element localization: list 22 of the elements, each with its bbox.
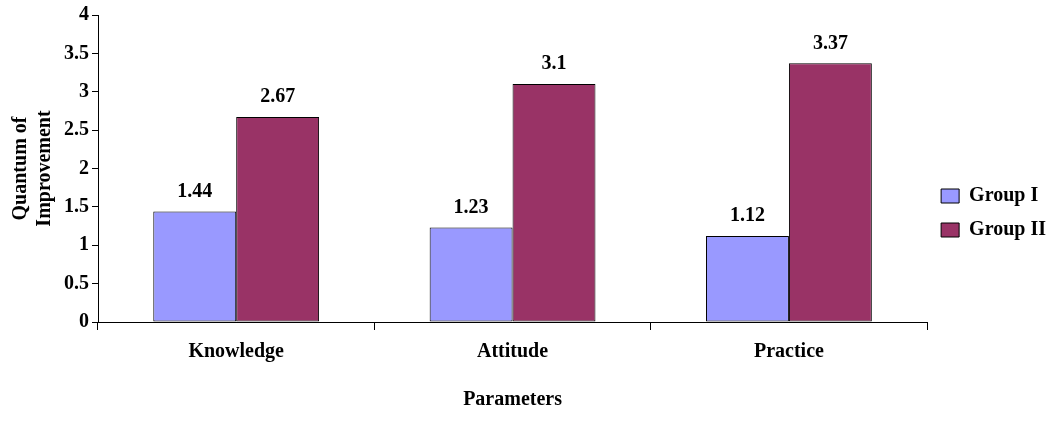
- y-tick-label: 3: [79, 78, 89, 101]
- y-tick-label: 0.5: [64, 270, 89, 293]
- x-tick-label: Knowledge: [188, 339, 285, 363]
- y-tick-label: 4: [79, 2, 89, 25]
- data-label: 2.67: [260, 84, 296, 107]
- y-tick-label: 1: [79, 232, 89, 255]
- y-tick-label: 1.5: [64, 194, 89, 217]
- data-label: 1.23: [453, 194, 489, 217]
- y-tick-label: 0: [79, 309, 89, 332]
- data-label: 1.12: [729, 203, 765, 226]
- data-label: 3.1: [541, 51, 567, 74]
- y-tick-label: 2: [79, 155, 89, 178]
- x-tick-label: Attitude: [477, 339, 549, 362]
- y-axis-title: Quantum of Improvement: [8, 110, 56, 227]
- legend-label: Group I: [969, 183, 1039, 207]
- data-label: 3.37: [812, 30, 848, 53]
- y-tick-label: 2.5: [64, 117, 89, 140]
- legend-label: Group II: [969, 217, 1047, 241]
- y-tick-label: 3.5: [64, 40, 89, 63]
- x-tick-label: Practice: [753, 339, 825, 362]
- x-axis-title: Parameters: [463, 387, 563, 410]
- data-label: 1.44: [177, 178, 213, 201]
